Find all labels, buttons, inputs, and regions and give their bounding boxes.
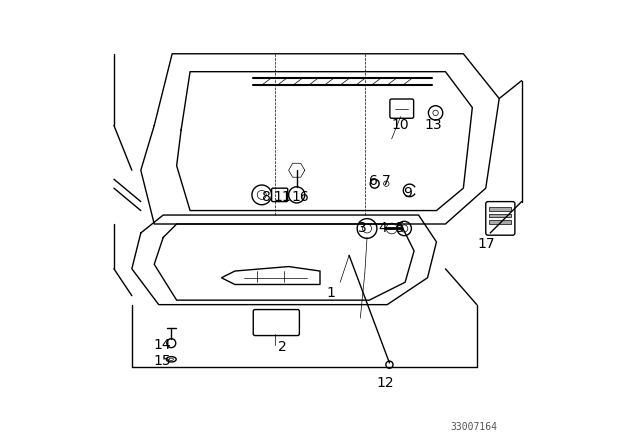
- Text: 12: 12: [376, 376, 394, 390]
- Text: 14: 14: [154, 338, 171, 352]
- Text: 6: 6: [369, 174, 378, 189]
- Text: 13: 13: [424, 118, 442, 133]
- Bar: [490, 214, 511, 217]
- Text: 2: 2: [278, 340, 286, 354]
- Text: 9: 9: [403, 185, 412, 200]
- Text: 10: 10: [392, 118, 410, 133]
- FancyBboxPatch shape: [390, 99, 413, 118]
- Text: 11: 11: [273, 190, 291, 204]
- FancyBboxPatch shape: [486, 202, 515, 235]
- Text: 5: 5: [396, 221, 405, 236]
- Text: 3: 3: [358, 221, 367, 236]
- Text: 15: 15: [154, 353, 171, 368]
- Text: 16: 16: [291, 190, 308, 204]
- Bar: [490, 207, 511, 211]
- Bar: [490, 220, 511, 224]
- FancyBboxPatch shape: [253, 310, 300, 336]
- FancyBboxPatch shape: [271, 188, 288, 202]
- Text: 7: 7: [382, 174, 390, 189]
- Text: 17: 17: [477, 237, 495, 251]
- Text: 33007164: 33007164: [450, 422, 497, 432]
- Text: 4: 4: [378, 221, 387, 236]
- Text: 1: 1: [327, 286, 335, 301]
- Text: 8: 8: [262, 190, 271, 204]
